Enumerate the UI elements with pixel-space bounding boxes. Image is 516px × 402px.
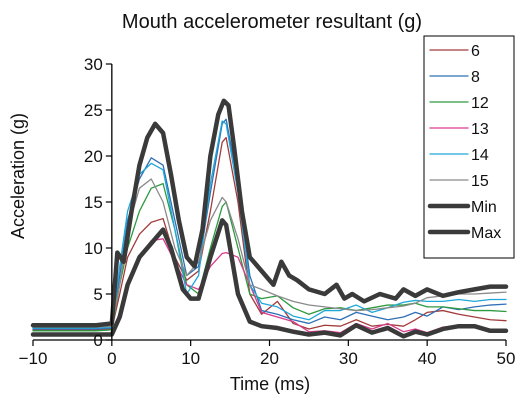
x-tick-label: 30 [339, 349, 358, 368]
series-line-max [30, 98, 509, 328]
y-tick-label: 30 [84, 55, 103, 74]
legend-label: 14 [471, 147, 489, 164]
y-axis-title: Acceleration (g) [8, 113, 28, 239]
series-line-15 [32, 178, 507, 328]
legend-label: 15 [471, 173, 489, 190]
x-tick-label: −10 [19, 349, 48, 368]
y-tick-label: 5 [93, 285, 102, 304]
y-tick-label: 0 [93, 331, 102, 350]
y-tick-label: 10 [84, 239, 103, 258]
legend-label: 12 [471, 95, 489, 112]
legend-label: 13 [471, 121, 489, 138]
legend-label: Max [471, 225, 501, 242]
legend-box [423, 35, 515, 259]
chart-title: Mouth accelerometer resultant (g) [122, 11, 422, 33]
y-tick-label: 25 [84, 101, 103, 120]
series-line-min [30, 218, 509, 339]
y-tick-label: 20 [84, 147, 103, 166]
x-axis-title: Time (ms) [230, 374, 310, 394]
x-tick-label: 10 [181, 349, 200, 368]
series-line-8 [32, 118, 507, 330]
x-tick-label: 0 [107, 349, 116, 368]
series-line-12 [32, 182, 507, 332]
y-tick-label: 15 [84, 193, 103, 212]
legend-label: Min [471, 199, 497, 216]
x-tick-label: 50 [497, 349, 516, 368]
series-lines [30, 98, 509, 339]
x-tick-label: 40 [418, 349, 437, 368]
legend-label: 6 [471, 43, 480, 60]
series-line-14 [32, 120, 507, 329]
x-tick-label: 20 [260, 349, 279, 368]
axis-ticks: 0 5 10 15 20 25 30 −10 0 10 20 30 40 50 [19, 55, 516, 368]
legend-label: 8 [471, 69, 480, 86]
legend: 6 8 12 13 14 15 Min Max [423, 35, 515, 259]
